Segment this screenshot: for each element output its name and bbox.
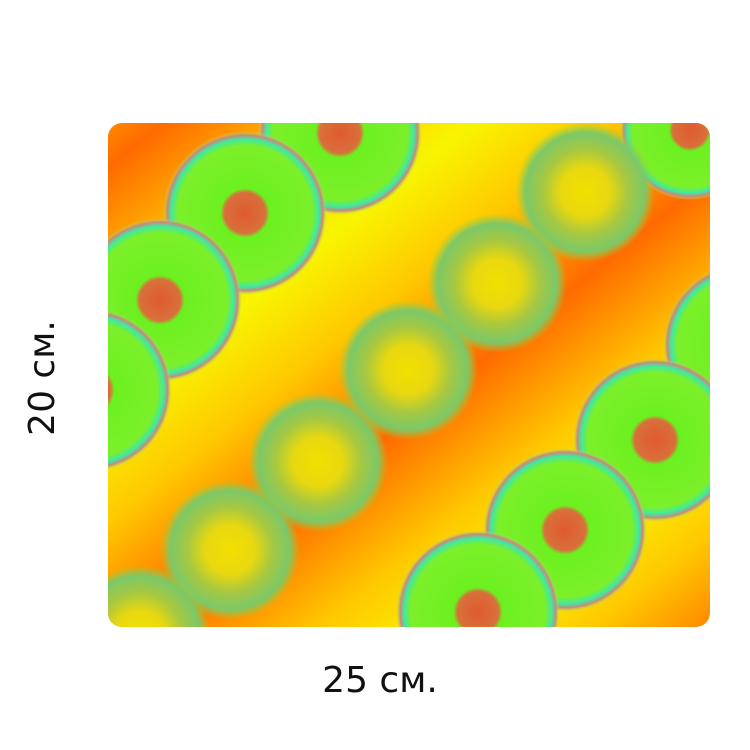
mouse-pad xyxy=(108,123,710,627)
width-label: 25 см. xyxy=(322,660,438,701)
height-label: 20 см. xyxy=(22,320,63,436)
